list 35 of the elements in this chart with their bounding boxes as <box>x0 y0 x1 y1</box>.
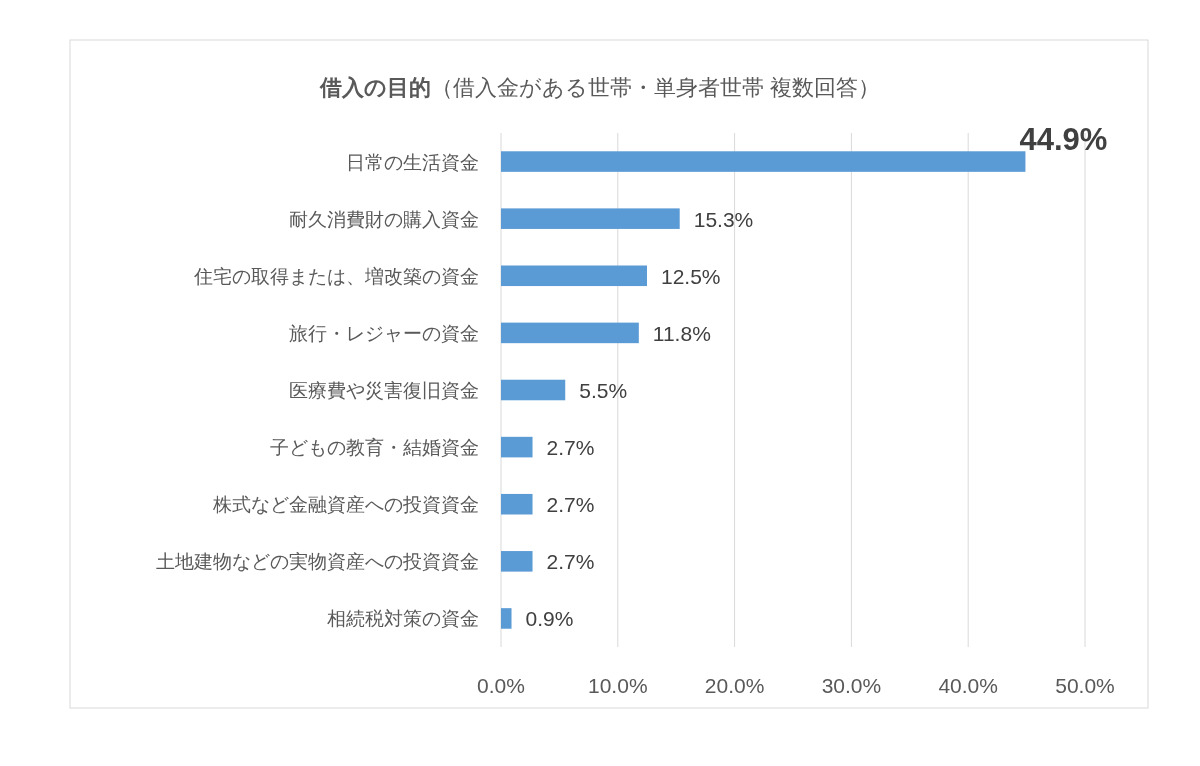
data-label: 2.7% <box>546 436 595 460</box>
data-label: 2.7% <box>546 493 595 517</box>
data-label: 5.5% <box>579 379 628 402</box>
y-tick-label: 住宅の取得または、増改築の資金 <box>193 265 479 287</box>
y-tick-label: 株式など金融資産への投資資金 <box>212 494 479 516</box>
y-tick-label: 子どもの教育・結婚資金 <box>270 437 479 459</box>
bar <box>501 151 1026 172</box>
y-tick-label: 土地建物などの実物資産への投資資金 <box>156 551 479 573</box>
bar <box>501 608 512 629</box>
bar <box>501 493 533 515</box>
x-tick-label: 30.0% <box>821 674 882 697</box>
data-label: 2.7% <box>546 550 595 574</box>
data-label: 12.5% <box>661 264 721 288</box>
y-tick-label: 医療費や災害復旧資金 <box>289 380 479 401</box>
y-tick-label: 日常の生活資金 <box>346 151 479 173</box>
bar <box>501 265 647 287</box>
x-tick-label: 10.0% <box>588 674 648 697</box>
x-tick-label: 50.0% <box>1055 674 1115 697</box>
bar <box>501 322 639 344</box>
bar <box>501 379 566 401</box>
x-tick-label: 40.0% <box>938 674 998 697</box>
chart-title: 借入の目的 <box>318 75 431 100</box>
data-label: 15.3% <box>693 207 754 231</box>
data-label: 11.8% <box>652 321 711 345</box>
data-label: 0.9% <box>525 607 574 631</box>
x-tick-label: 0.0% <box>477 674 525 697</box>
data-label: 44.9% <box>1019 121 1108 157</box>
chart-subtitle: （借入金がある世帯・単身者世帯 複数回答） <box>430 75 881 100</box>
y-tick-label: 相続税対策の資金 <box>327 608 479 630</box>
y-tick-label: 耐久消費財の購入資金 <box>289 208 479 230</box>
bar <box>501 436 533 458</box>
y-tick-label: 旅行・レジャーの資金 <box>289 322 479 344</box>
bar <box>501 208 680 229</box>
bar <box>501 551 533 572</box>
x-tick-label: 20.0% <box>704 674 765 697</box>
